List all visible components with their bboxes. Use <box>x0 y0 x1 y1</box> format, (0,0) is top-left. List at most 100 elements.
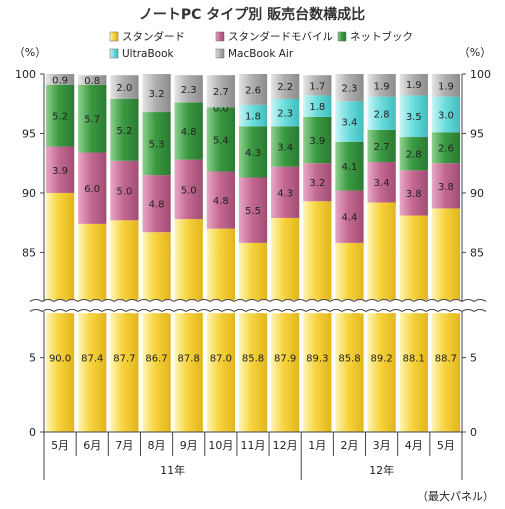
bar-0-12 <box>431 208 461 300</box>
y-tick-label-right-85: 85 <box>470 246 484 259</box>
bar-2-5 <box>206 107 235 172</box>
data-label-0-2: 87.7 <box>113 354 135 365</box>
data-label-4-6: 2.6 <box>245 85 261 96</box>
year-label-1: 12年 <box>369 463 394 477</box>
bar-0-8 <box>303 201 332 300</box>
data-label-1-7: 4.3 <box>277 188 293 199</box>
data-label-0-5: 87.0 <box>210 354 232 365</box>
data-label-0-9: 85.8 <box>338 354 360 365</box>
bar-1-4 <box>174 159 203 220</box>
data-label-3-5: 0.0 <box>213 103 229 114</box>
data-label-2-8: 3.9 <box>309 136 325 147</box>
data-label-0-11: 88.1 <box>403 354 425 365</box>
bar-1-0 <box>45 146 75 193</box>
data-label-2-7: 3.4 <box>277 143 293 154</box>
bar-lower-0-3 <box>142 313 171 432</box>
data-label-0-8: 89.3 <box>306 354 328 365</box>
note-max-panel: （最大パネル） <box>417 489 494 503</box>
bar-4-10 <box>367 74 396 97</box>
bar-4-8 <box>303 75 332 96</box>
bar-lower-0-0 <box>45 313 75 432</box>
bar-3-11 <box>399 95 428 138</box>
legend-swatch-2 <box>337 31 347 42</box>
data-label-1-0: 3.9 <box>52 166 68 177</box>
y-tick-label-left-0: 0 <box>29 426 36 439</box>
bar-1-12 <box>431 163 461 209</box>
data-label-2-4: 4.8 <box>181 127 197 138</box>
bar-lower-0-4 <box>174 313 203 432</box>
bar-1-8 <box>303 163 332 202</box>
legend-swatch-4 <box>215 48 225 59</box>
bar-0-1 <box>78 223 107 300</box>
data-label-3-11: 3.5 <box>406 112 422 123</box>
data-label-4-8: 1.7 <box>309 81 325 92</box>
y-tick-label-left-5: 5 <box>29 352 36 365</box>
bar-0-3 <box>142 232 171 300</box>
data-label-2-3: 5.3 <box>149 140 165 151</box>
x-tick-label-3: 8月 <box>148 439 166 452</box>
y-unit-left: （%） <box>14 46 46 59</box>
x-tick-label-6: 11月 <box>241 439 266 452</box>
bar-2-12 <box>431 132 461 164</box>
x-tick-label-5: 10月 <box>208 439 233 452</box>
data-label-2-11: 2.8 <box>406 150 422 161</box>
data-label-2-0: 5.2 <box>52 112 68 123</box>
data-label-4-7: 2.2 <box>277 82 293 93</box>
bar-lower-0-10 <box>367 313 396 432</box>
bar-4-9 <box>335 74 364 102</box>
bar-0-7 <box>271 217 300 300</box>
bar-lower-0-8 <box>303 313 332 432</box>
bar-4-0 <box>45 74 75 85</box>
bar-0-11 <box>399 215 428 300</box>
bar-3-8 <box>303 95 332 117</box>
data-label-2-2: 5.2 <box>116 126 132 137</box>
bar-4-12 <box>431 74 461 97</box>
x-tick-label-2: 7月 <box>115 439 133 452</box>
bar-lower-0-12 <box>431 313 461 432</box>
bar-2-7 <box>271 126 300 167</box>
bar-4-1 <box>78 75 107 85</box>
bar-3-12 <box>431 96 461 133</box>
year-label-0: 11年 <box>160 463 185 477</box>
bar-0-5 <box>206 228 235 300</box>
data-label-1-9: 4.4 <box>342 213 358 224</box>
y-tick-label-left-85: 85 <box>22 246 36 259</box>
data-label-3-7: 2.3 <box>277 109 293 120</box>
data-label-1-3: 4.8 <box>149 200 165 211</box>
y-tick-label-right-0: 0 <box>470 426 477 439</box>
x-tick-label-10: 3月 <box>373 439 391 452</box>
data-label-2-12: 2.6 <box>438 144 454 155</box>
bar-4-4 <box>174 75 203 103</box>
data-label-1-6: 5.5 <box>245 206 261 217</box>
bar-2-4 <box>174 102 203 160</box>
bar-lower-0-2 <box>110 313 139 432</box>
data-label-1-11: 3.8 <box>406 189 422 200</box>
data-label-4-10: 1.9 <box>374 81 390 92</box>
data-label-4-11: 1.9 <box>406 80 422 91</box>
data-label-4-1: 0.8 <box>84 76 100 87</box>
legend-swatch-3 <box>109 48 119 59</box>
bar-0-4 <box>174 219 203 300</box>
bar-2-1 <box>78 84 107 153</box>
bar-2-3 <box>142 112 171 176</box>
bar-3-9 <box>335 101 364 142</box>
bar-2-2 <box>110 98 139 161</box>
bar-1-7 <box>271 166 300 218</box>
data-label-0-7: 87.9 <box>274 354 296 365</box>
bar-2-11 <box>399 137 428 171</box>
data-label-3-12: 3.0 <box>438 110 454 121</box>
y-tick-label-right-95: 95 <box>470 127 484 140</box>
bar-1-5 <box>206 171 235 229</box>
data-label-0-10: 89.2 <box>370 354 392 365</box>
x-tick-label-1: 6月 <box>83 439 101 452</box>
bar-1-3 <box>142 175 171 233</box>
legend-label-0: スタンダード <box>122 30 185 43</box>
bar-1-6 <box>238 177 268 243</box>
x-tick-label-7: 12月 <box>273 439 298 452</box>
legend-swatch-0 <box>109 31 119 42</box>
bar-4-2 <box>110 75 139 99</box>
bar-4-6 <box>238 74 268 105</box>
data-label-0-12: 88.7 <box>435 354 457 365</box>
data-label-0-3: 86.7 <box>145 354 167 365</box>
y-unit-right: （%） <box>459 46 491 59</box>
